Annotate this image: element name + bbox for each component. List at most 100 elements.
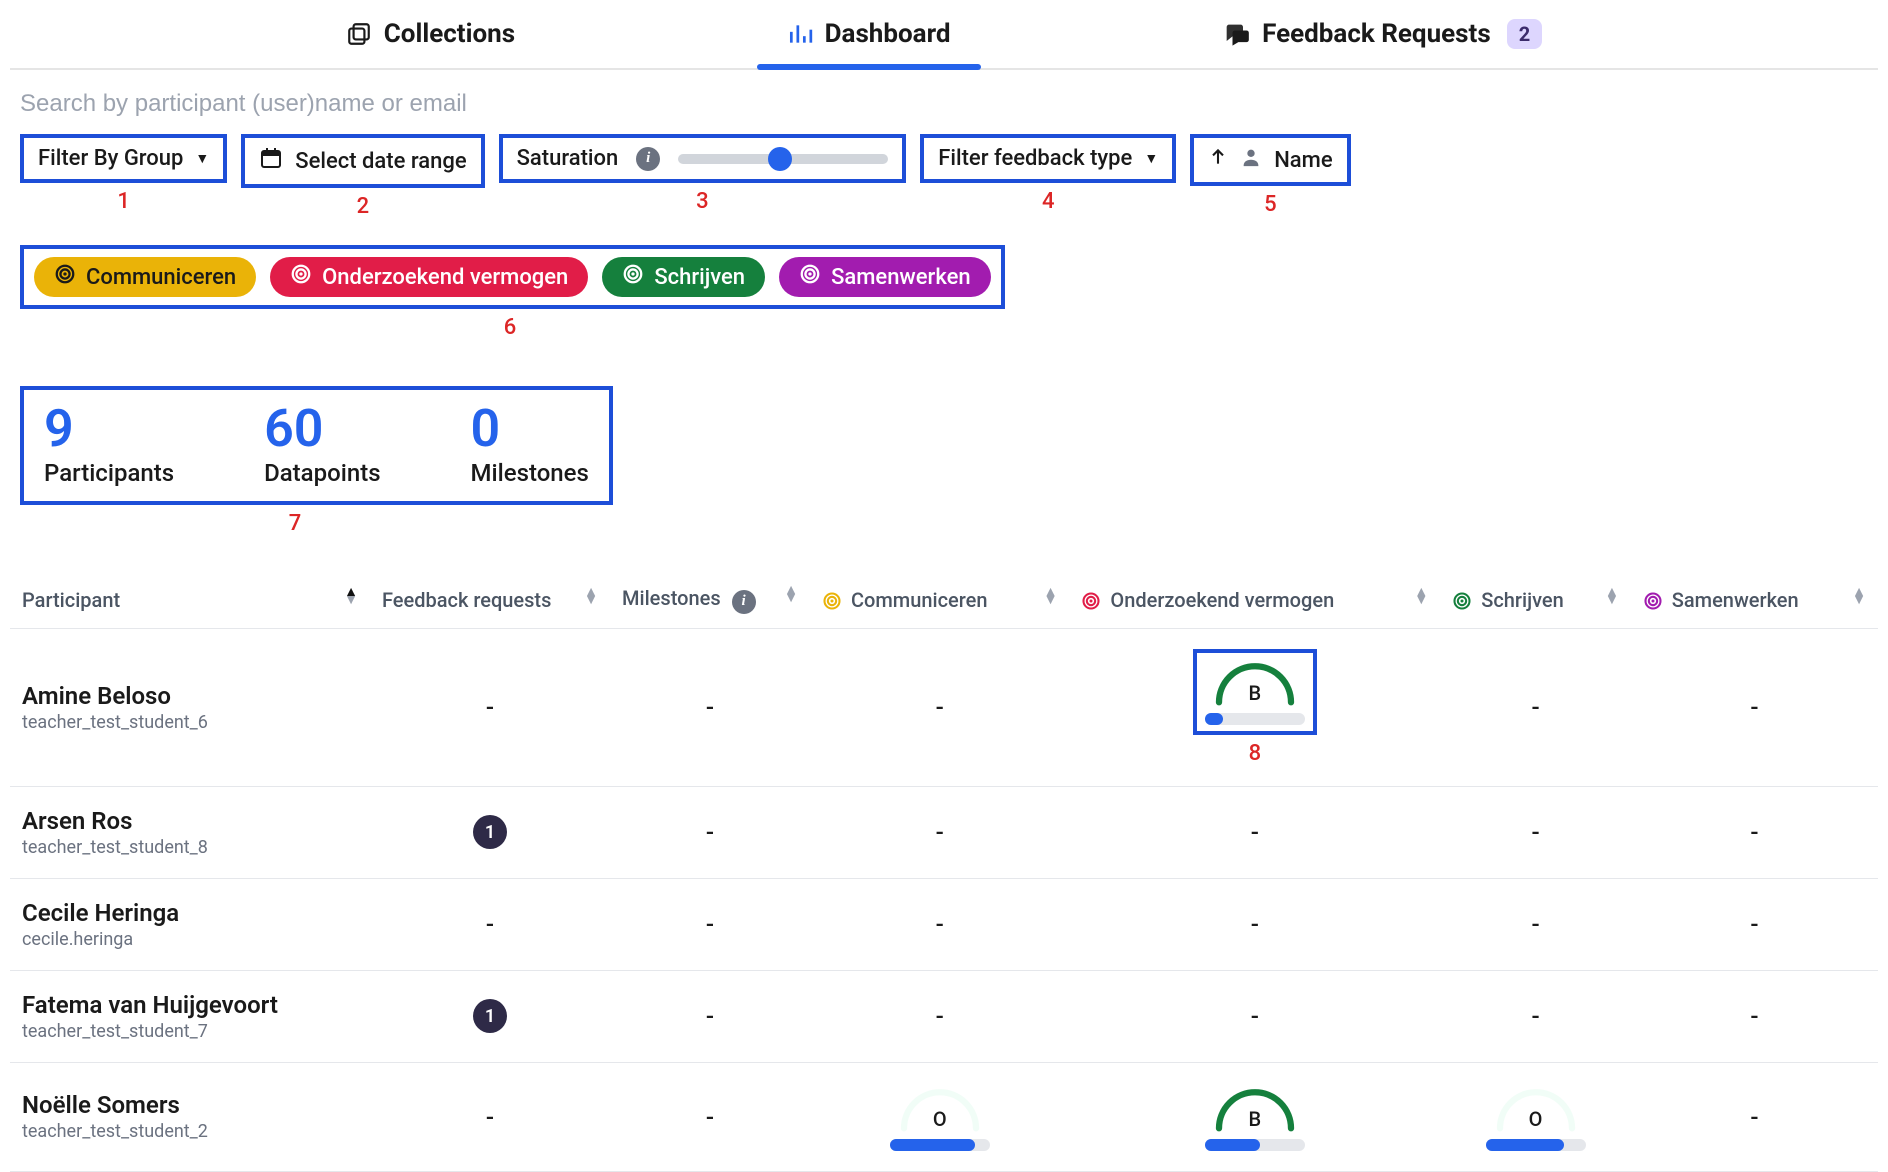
criteria-chip[interactable]: Samenwerken [779,257,991,297]
empty-dash: - [706,910,714,938]
cell-milestones: - [610,970,810,1062]
sort-icon[interactable]: ▲▼ [1044,588,1058,604]
sort-icon[interactable]: ▲▼ [584,588,598,604]
cell-milestones: - [610,1062,810,1171]
info-icon[interactable]: i [732,590,756,614]
person-icon [1240,146,1262,174]
cell-c2: B [1069,1062,1440,1171]
info-icon[interactable]: i [636,147,660,171]
cell-feedback: - [370,628,610,786]
empty-dash: - [1750,1002,1758,1030]
sort-icon[interactable]: ▲▼ [784,586,798,602]
top-tabs: Collections Dashboard Feedback Requests … [10,0,1878,70]
annotation-number: 6 [20,315,1000,340]
cell-feedback: - [370,878,610,970]
empty-dash: - [1750,693,1758,721]
annotation-number: 8 [1081,741,1428,766]
chip-label: Samenwerken [831,265,971,290]
participant-name: Cecile Heringa [22,899,358,927]
table-row[interactable]: Cecile Heringa cecile.heringa------ [10,878,1878,970]
sort-icon[interactable]: ▲▼ [1852,588,1866,604]
tab-collections[interactable]: Collections [316,0,545,68]
criteria-chip[interactable]: Schrijven [602,257,765,297]
empty-dash: - [1750,818,1758,846]
gauge-arc: O [1491,1083,1581,1133]
stat-datapoints: 60 Datapoints [264,398,380,487]
table-row[interactable]: Noëlle Somers teacher_test_student_2-- O… [10,1062,1878,1171]
date-range-label: Select date range [295,149,466,174]
col-feedback-requests[interactable]: Feedback requests ▲▼ [370,572,610,628]
sort-icon[interactable]: ▲▼ [1414,588,1428,604]
feedback-count-badge[interactable]: 1 [473,815,507,849]
slider-thumb[interactable] [768,147,792,171]
stat-milestones: 0 Milestones [471,398,589,487]
col-milestones[interactable]: Milestones i ▲▼ [610,572,810,628]
sort-by-name[interactable]: Name [1190,134,1350,186]
tab-dashboard[interactable]: Dashboard [757,0,981,68]
progress-gauge[interactable]: O [1486,1083,1586,1151]
criteria-chip[interactable]: Onderzoekend vermogen [270,257,588,297]
cell-c1: O [810,1062,1069,1171]
cell-participant: Noëlle Somers teacher_test_student_2 [10,1062,370,1171]
filter-by-group[interactable]: Filter By Group ▼ [20,134,227,183]
saturation-slider[interactable] [678,154,888,164]
select-date-range[interactable]: Select date range [241,134,484,188]
target-icon [1081,588,1105,612]
caret-down-icon: ▼ [195,150,209,167]
criteria-chip[interactable]: Communiceren [34,257,256,297]
stat-participants-value: 9 [44,398,174,459]
empty-dash: - [1750,1103,1758,1131]
dashboard-icon [787,21,813,47]
sort-name-label: Name [1274,148,1332,173]
search-input[interactable] [20,90,1868,118]
progress-gauge[interactable]: B [1193,649,1317,735]
cell-milestones: - [610,878,810,970]
criteria-chips: Communiceren Onderzoekend vermogen Schri… [20,245,1005,309]
table-row[interactable]: Fatema van Huijgevoort teacher_test_stud… [10,970,1878,1062]
gauge-bar [890,1139,990,1151]
search-wrap [10,70,1878,128]
participant-name: Amine Beloso [22,682,358,710]
stat-datapoints-value: 60 [264,398,380,459]
table-row[interactable]: Arsen Ros teacher_test_student_81----- [10,786,1878,878]
progress-gauge[interactable]: O [890,1083,990,1151]
col-schrijven[interactable]: Schrijven ▲▼ [1440,572,1631,628]
empty-dash: - [486,693,494,721]
col-communiceren[interactable]: Communiceren ▲▼ [810,572,1069,628]
gauge-arc: B [1210,657,1300,707]
sort-icon[interactable]: ▲▼ [1605,588,1619,604]
cell-c3: O [1440,1062,1631,1171]
table-row[interactable]: Amine Beloso teacher_test_student_6 - - - B… [10,628,1878,786]
cell-feedback: - [370,1062,610,1171]
col-participant[interactable]: Participant ▲▼ [10,572,370,628]
cell-milestones: - [610,628,810,786]
column-label: Communiceren [846,588,987,612]
target-icon [54,263,76,291]
filter-row: Filter By Group ▼ 1 Select date range 2 … [10,128,1878,225]
cell-c3: - [1440,970,1631,1062]
gauge-arc: B [1210,1083,1300,1133]
cell-c2: B 8 [1069,628,1440,786]
feedback-type-label: Filter feedback type [938,146,1132,171]
filter-feedback-type[interactable]: Filter feedback type ▼ [920,134,1176,183]
tab-feedback-label: Feedback Requests [1262,19,1491,49]
col-samenwerken[interactable]: Samenwerken ▲▼ [1631,572,1878,628]
empty-dash: - [936,1002,944,1030]
stat-milestones-label: Milestones [471,459,589,487]
gauge-bar-fill [890,1139,975,1151]
stats-box: 9 Participants 60 Datapoints 0 Milestone… [20,386,613,505]
progress-gauge[interactable]: B [1205,1083,1305,1151]
feedback-badge: 2 [1507,19,1542,49]
col-onderzoekend[interactable]: Onderzoekend vermogen ▲▼ [1069,572,1440,628]
cell-c4: - [1631,970,1878,1062]
tab-feedback-requests[interactable]: Feedback Requests 2 [1192,0,1572,68]
participant-username: cecile.heringa [22,929,358,950]
empty-dash: - [486,910,494,938]
sort-icon[interactable]: ▲▼ [344,588,358,604]
chip-label: Schrijven [654,265,745,290]
participant-username: teacher_test_student_6 [22,712,358,733]
stat-datapoints-label: Datapoints [264,459,380,487]
stat-milestones-value: 0 [471,398,589,459]
empty-dash: - [1251,1002,1259,1030]
feedback-count-badge[interactable]: 1 [473,999,507,1033]
